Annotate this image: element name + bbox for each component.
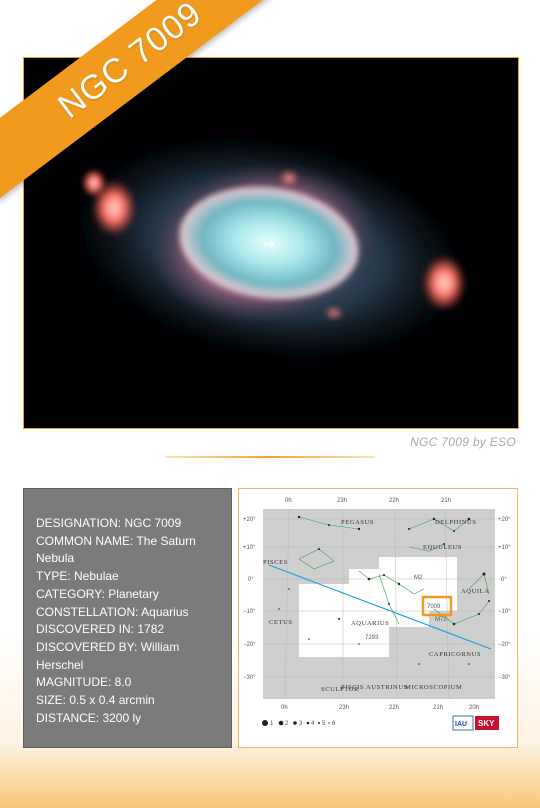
- object-m72: M72: [435, 617, 447, 623]
- label-cetus: CETUS: [269, 619, 293, 626]
- ra-bottom-23h: 23h: [339, 705, 349, 711]
- ra-bottom-21h: 21h: [433, 705, 443, 711]
- dec-left-p20: +20°: [243, 517, 256, 523]
- aquarius-boundary: [299, 557, 457, 657]
- object-ngc7293: 7293: [365, 635, 379, 641]
- dec-right-m20: −20°: [498, 642, 511, 648]
- ra-bottom-22h: 22h: [389, 705, 399, 711]
- dec-left-p10: +10°: [243, 545, 256, 551]
- star-dots: [278, 515, 490, 665]
- dec-right-m30: −30°: [498, 675, 511, 681]
- svg-text:1: 1: [270, 721, 274, 727]
- label-pisces: PISCES: [263, 559, 288, 566]
- ecliptic-line: [268, 564, 492, 650]
- ra-bottom-20h: 20h: [469, 705, 479, 711]
- constellation-line: CONSTELLATION: Aquarius: [36, 604, 189, 619]
- label-sculptor: SCULPTOR: [321, 686, 359, 693]
- dec-left-0: 0°: [248, 577, 254, 583]
- label-delphinus: DELPHINUS: [435, 519, 477, 526]
- info-panel: DESIGNATION: NGC 7009 COMMON NAME: The S…: [23, 488, 232, 748]
- ra-top-23h: 23h: [337, 498, 347, 504]
- ra-bottom-0h: 0h: [281, 705, 288, 711]
- dec-right-p10: +10°: [498, 545, 511, 551]
- target-highlight: [421, 595, 453, 617]
- label-capricornus: CAPRICORNUS: [429, 651, 481, 658]
- common-name-line: COMMON NAME: The Saturn Nebula: [36, 533, 196, 566]
- svg-text:2: 2: [285, 721, 289, 727]
- discovered-in-line: DISCOVERED IN: 1782: [36, 622, 165, 637]
- constellation-lines: [298, 516, 490, 625]
- ra-top-0h: 0h: [285, 498, 292, 504]
- size-line: SIZE: 0.5 x 0.4 arcmin: [36, 693, 155, 708]
- dec-left-m10: −10°: [243, 609, 256, 615]
- object-m2: M2: [414, 575, 423, 581]
- category-line: CATEGORY: Planetary: [36, 586, 159, 601]
- dec-right-p20: +20°: [498, 517, 511, 523]
- dec-left-m30: −30°: [243, 675, 256, 681]
- star-map: 0h 23h 22h 21h 0h 23h 22h 21h 20h +20° +…: [238, 488, 518, 748]
- distance-line: DISTANCE: 3200 ly: [36, 710, 142, 725]
- dec-right-0: 0°: [501, 577, 507, 583]
- sky-logo: SKY: [475, 716, 499, 730]
- iau-logo: IAU: [452, 715, 474, 731]
- svg-text:SKY: SKY: [478, 719, 495, 728]
- object-ngc7009: 7009: [427, 604, 441, 610]
- discovered-by-line: DISCOVERED BY: William Herschel: [36, 639, 180, 672]
- dec-right-m10: −10°: [498, 609, 511, 615]
- magnitude-line: MAGNITUDE: 8.0: [36, 675, 132, 690]
- svg-text:5: 5: [322, 721, 326, 727]
- svg-text:6: 6: [332, 721, 336, 727]
- ra-top-22h: 22h: [389, 498, 399, 504]
- label-pegasus: PEGASUS: [341, 519, 374, 526]
- label-aquila: AQUILA: [461, 588, 490, 595]
- label-microscopium: MICROSCOPIUM: [405, 684, 462, 691]
- label-piscis-austrinus: PISCIS AUSTRINUS: [341, 684, 408, 691]
- divider: [165, 456, 375, 458]
- label-aquarius: AQUARIUS: [351, 620, 389, 627]
- svg-text:IAU: IAU: [455, 721, 467, 728]
- photo-credit: NGC 7009 by ESO: [410, 435, 516, 449]
- designation-line: DESIGNATION: NGC 7009: [36, 516, 182, 530]
- ra-top-21h: 21h: [441, 498, 451, 504]
- svg-text:3: 3: [299, 721, 303, 727]
- nebula-photo: [23, 57, 519, 429]
- magnitude-legend: 1 2 3 4 5 6: [262, 720, 336, 727]
- type-line: TYPE: Nebulae: [36, 569, 119, 584]
- dec-left-m20: −20°: [243, 642, 256, 648]
- label-equuleus: EQUULEUS: [423, 544, 462, 551]
- svg-text:4: 4: [311, 721, 315, 727]
